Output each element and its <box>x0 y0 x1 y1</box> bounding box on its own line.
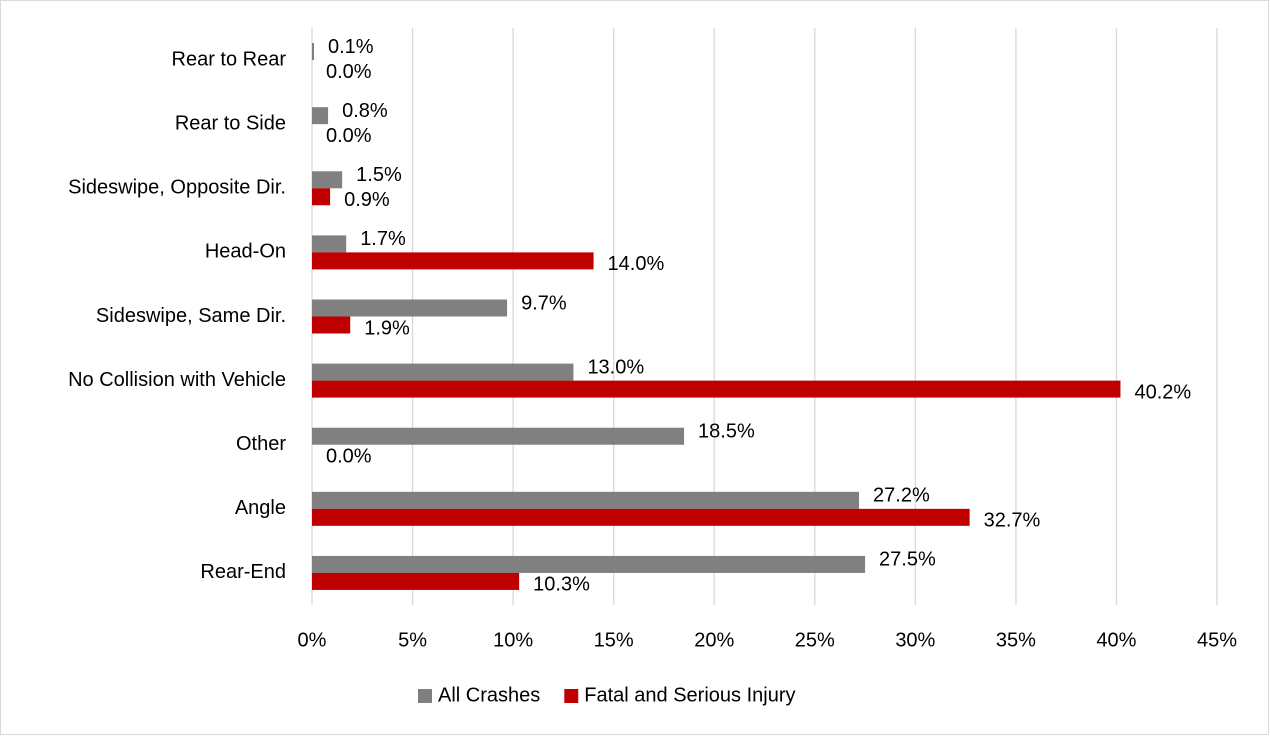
bar <box>312 235 347 253</box>
data-label: 13.0% <box>587 356 644 378</box>
x-tick-label: 20% <box>694 629 734 651</box>
legend-swatch <box>564 689 579 703</box>
x-tick-label: 10% <box>493 629 533 651</box>
data-label: 0.0% <box>326 446 372 468</box>
data-label: 0.0% <box>326 61 372 83</box>
x-tick-label: 0% <box>298 629 327 651</box>
data-label: 27.5% <box>879 549 936 571</box>
bar <box>312 363 574 381</box>
y-tick-label: Head-On <box>205 241 286 263</box>
data-label: 40.2% <box>1134 381 1191 403</box>
data-label: 9.7% <box>521 292 567 314</box>
data-label: 0.8% <box>342 100 388 122</box>
data-label: 0.1% <box>328 36 374 58</box>
x-tick-label: 30% <box>895 629 935 651</box>
legend-label: All Crashes <box>438 684 540 706</box>
bar <box>312 380 1121 398</box>
y-tick-label: No Collision with Vehicle <box>68 369 286 391</box>
bar <box>312 316 351 334</box>
y-tick-label: Rear-End <box>200 561 286 583</box>
bar <box>312 252 594 270</box>
y-tick-label: Sideswipe, Same Dir. <box>96 305 286 327</box>
legend-swatch <box>418 689 432 703</box>
x-tick-label: 5% <box>398 629 427 651</box>
x-tick-label: 25% <box>795 629 835 651</box>
bar <box>312 107 329 125</box>
x-tick-label: 15% <box>594 629 634 651</box>
x-tick-label: 45% <box>1197 629 1237 651</box>
legend-label: Fatal and Serious Injury <box>584 684 795 706</box>
x-tick-label: 35% <box>996 629 1036 651</box>
y-tick-label: Other <box>236 433 286 455</box>
data-label: 1.5% <box>356 164 402 186</box>
bar <box>312 299 508 317</box>
data-label: 32.7% <box>984 510 1041 532</box>
data-label: 1.9% <box>364 317 410 339</box>
bar <box>312 508 970 526</box>
data-label: 27.2% <box>873 485 930 507</box>
bar <box>312 572 520 590</box>
y-tick-label: Rear to Rear <box>172 48 287 70</box>
bar <box>312 171 343 189</box>
data-label: 1.7% <box>360 228 406 250</box>
data-label: 10.3% <box>533 574 590 596</box>
bar <box>312 188 331 206</box>
y-tick-label: Rear to Side <box>175 112 286 134</box>
data-label: 18.5% <box>698 421 755 443</box>
data-label: 0.0% <box>326 125 372 147</box>
x-tick-label: 40% <box>1096 629 1136 651</box>
data-label: 14.0% <box>608 253 665 275</box>
y-tick-label: Sideswipe, Opposite Dir. <box>68 177 286 199</box>
bar <box>312 491 860 509</box>
bar <box>312 555 866 573</box>
y-tick-label: Angle <box>235 497 286 519</box>
bar <box>312 43 315 61</box>
bar <box>312 427 685 445</box>
data-label: 0.9% <box>344 189 390 211</box>
